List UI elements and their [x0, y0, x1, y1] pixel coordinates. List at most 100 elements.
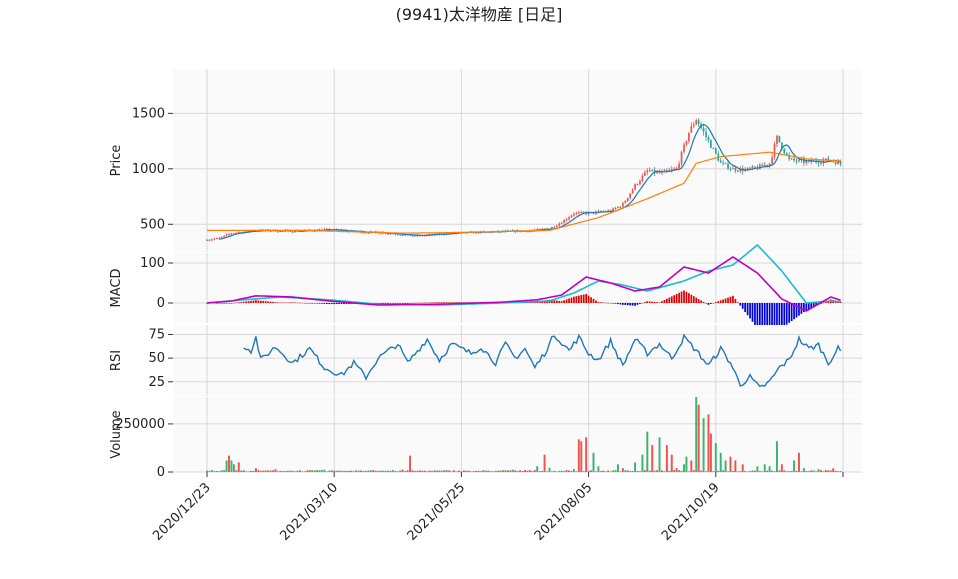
macd-histogram-bar	[734, 299, 737, 303]
price-axis-label: Price	[109, 145, 124, 177]
volume-bar	[526, 470, 529, 472]
macd-histogram-bar	[758, 303, 761, 329]
volume-bar	[587, 470, 590, 472]
volume-bar	[328, 470, 331, 472]
volume-bar	[558, 470, 561, 472]
macd-histogram-bar	[688, 293, 690, 303]
volume-bar	[379, 470, 382, 472]
macd-histogram-bar	[289, 302, 292, 303]
volume-bar	[827, 470, 830, 472]
macd-histogram-bar	[286, 302, 289, 303]
macd-histogram-bar	[803, 303, 805, 312]
volume-bar	[616, 464, 619, 472]
macd-histogram-bar	[250, 300, 252, 303]
volume-panel-background	[173, 397, 862, 472]
volume-bar	[528, 470, 531, 472]
volume-bar	[245, 471, 248, 472]
macd-histogram-bar	[321, 303, 323, 304]
volume-bar	[631, 471, 634, 472]
volume-bar	[661, 470, 663, 472]
macd-histogram-bar	[448, 302, 451, 303]
volume-bar	[237, 462, 240, 472]
volume-bar	[729, 456, 732, 472]
volume-bar	[479, 471, 482, 472]
macd-histogram-bar	[443, 302, 446, 303]
macd-histogram-bar	[225, 303, 228, 304]
macd-histogram-bar	[719, 300, 722, 303]
volume-bar	[281, 471, 284, 472]
macd-histogram-bar	[602, 302, 605, 303]
volume-bar	[215, 471, 218, 472]
candle-body	[795, 160, 798, 162]
candle-body	[597, 211, 600, 213]
macd-histogram-bar	[414, 302, 416, 304]
macd-histogram-bar	[798, 303, 800, 316]
macd-histogram-bar	[279, 302, 282, 304]
volume-bar	[499, 470, 502, 472]
macd-histogram-bar	[272, 301, 274, 303]
volume-bar	[741, 464, 744, 472]
macd-histogram-bar	[245, 301, 247, 303]
macd-histogram-bar	[301, 302, 304, 304]
rsi-panel: 25 50 75 RSI	[109, 325, 862, 396]
candle-body	[577, 212, 580, 214]
macd-histogram-bar	[563, 300, 565, 303]
macd-histogram-bar	[668, 297, 671, 303]
macd-histogram-bar	[673, 295, 676, 303]
candle-body	[553, 227, 556, 229]
volume-bar	[250, 470, 253, 472]
macd-histogram-bar	[749, 303, 751, 319]
volume-bar	[822, 471, 825, 472]
volume-bar	[455, 471, 458, 472]
macd-histogram-bar	[311, 303, 314, 304]
macd-histogram-bar	[453, 302, 455, 303]
volume-bar	[276, 471, 279, 472]
rsi-line	[243, 333, 842, 388]
volume-bar	[648, 470, 651, 472]
macd-histogram-bar	[776, 303, 778, 329]
volume-bar	[345, 470, 348, 472]
candle-body	[714, 148, 717, 154]
volume-bar	[519, 470, 522, 472]
volume-bar	[453, 470, 456, 472]
volume-bar	[555, 471, 558, 472]
volume-bar	[369, 470, 372, 472]
volume-bar	[445, 470, 448, 472]
volume-bar	[744, 470, 747, 472]
volume-bar	[646, 431, 649, 472]
macd-histogram-bar	[348, 303, 350, 304]
volume-bar	[340, 470, 343, 472]
candle-body	[776, 135, 778, 145]
candle-body	[761, 164, 764, 167]
volume-bar	[832, 468, 835, 472]
candle-body	[428, 234, 431, 236]
macd-histogram-bar	[788, 303, 791, 323]
volume-bar	[724, 460, 727, 472]
macd-axis-label: MACD	[109, 269, 124, 308]
candle-body	[837, 161, 839, 165]
candle-body	[805, 161, 808, 164]
volume-bar	[707, 414, 710, 472]
macd-histogram-bar	[303, 302, 306, 304]
candle-body	[702, 127, 705, 132]
macd-ytick-label: 0	[157, 296, 165, 311]
candle-body	[563, 219, 565, 224]
volume-bar	[807, 471, 810, 472]
macd-histogram-bar	[678, 292, 680, 303]
macd-histogram-bar	[624, 303, 627, 305]
macd-histogram-bar	[621, 303, 624, 305]
volume-bar	[766, 470, 769, 472]
volume-bar	[695, 397, 698, 472]
volume-bar	[788, 471, 791, 472]
volume-bar	[678, 470, 681, 472]
volume-bar	[274, 469, 277, 472]
volume-bar	[272, 470, 275, 472]
volume-bar	[291, 470, 294, 472]
candle-body	[710, 140, 712, 148]
macd-histogram-bar	[433, 302, 436, 303]
macd-histogram-bar	[595, 300, 597, 303]
candle-body	[758, 164, 761, 170]
candle-body	[732, 167, 734, 169]
candle-body	[678, 163, 680, 169]
macd-histogram-bar	[712, 303, 715, 304]
